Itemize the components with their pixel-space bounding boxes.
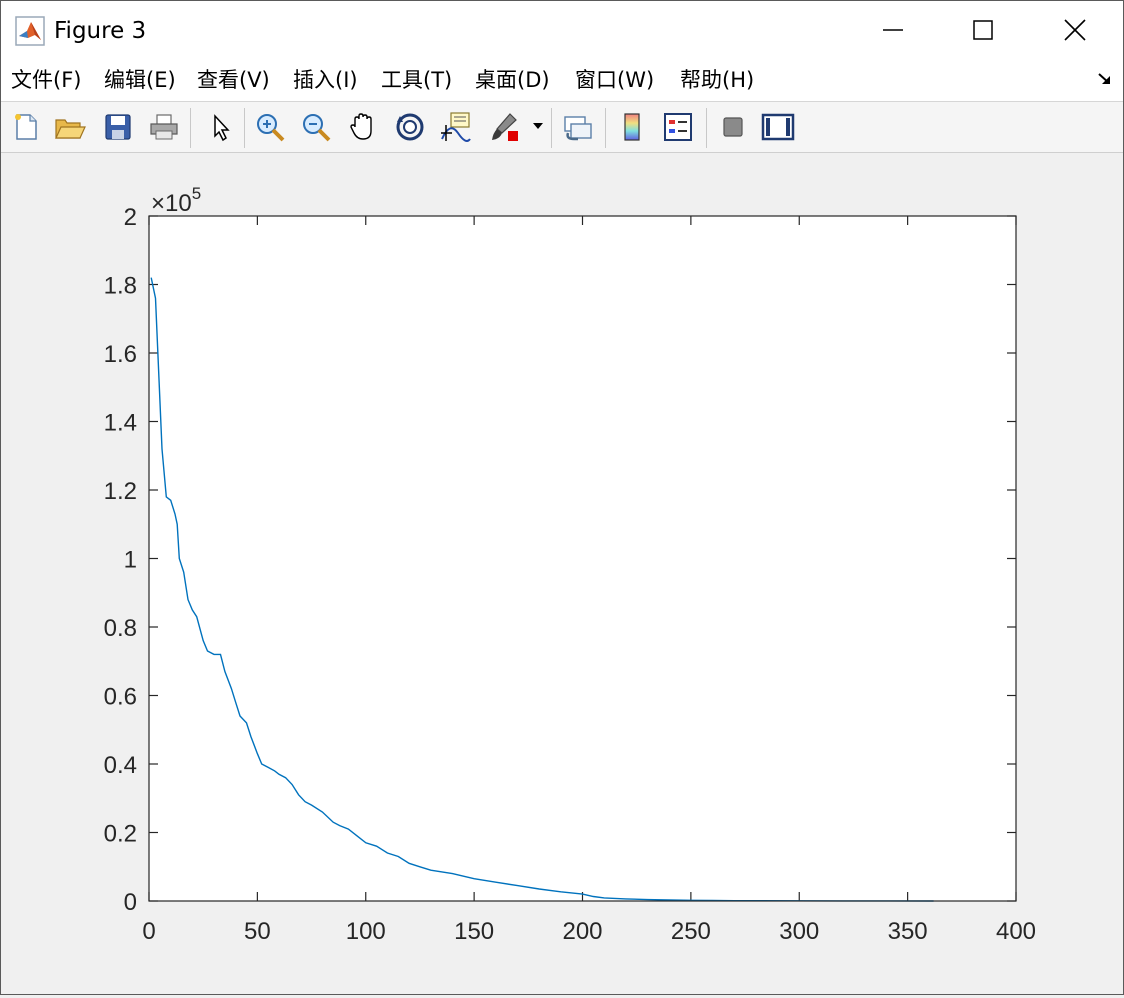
pan-button[interactable] — [346, 110, 380, 144]
dock-arrow-icon[interactable] — [1097, 71, 1113, 87]
y-tick-label: 0 — [124, 889, 137, 916]
minimize-icon — [883, 29, 903, 31]
figure-toolbar — [1, 102, 1123, 153]
axes-box — [148, 215, 1017, 902]
title-bar[interactable]: Figure 3 — [1, 1, 1123, 59]
brush-dropdown-icon — [533, 123, 543, 129]
rotate-3d-button[interactable] — [393, 110, 427, 144]
legend-button[interactable] — [661, 110, 695, 144]
y-exponent-base: ×10 — [151, 190, 192, 217]
save-button[interactable] — [101, 110, 135, 144]
menu-tools[interactable]: 工具(T) — [381, 68, 453, 92]
zoom-in-icon — [257, 114, 285, 142]
series-line[interactable] — [150, 277, 934, 902]
line-chart[interactable]: 0 50 100 150 200 250 300 350 400 0 0.2 0.4 0.6 0.8 1 1.… — [1, 153, 1123, 994]
open-file-button[interactable] — [53, 110, 87, 144]
y-tick-label: 1.4 — [104, 410, 137, 437]
new-figure-icon — [15, 114, 37, 140]
x-tick-label: 200 — [562, 918, 602, 945]
show-plot-tools-icon — [761, 113, 795, 141]
toolbar-separator — [605, 108, 606, 148]
menu-window[interactable]: 窗口(W) — [575, 68, 655, 92]
close-icon — [1064, 19, 1086, 41]
x-tick-label: 250 — [671, 918, 711, 945]
x-tick-label: 50 — [244, 918, 271, 945]
zoom-out-button[interactable] — [299, 110, 333, 144]
y-tick-label: 2 — [124, 204, 137, 231]
hide-plot-tools-button[interactable] — [716, 110, 750, 144]
zoom-in-button[interactable] — [253, 110, 287, 144]
menu-desktop[interactable]: 桌面(D) — [475, 68, 550, 92]
data-cursor-button[interactable] — [439, 110, 473, 144]
open-file-icon — [55, 119, 86, 139]
menu-bar: 文件(F) 编辑(E) 查看(V) 插入(I) 工具(T) 桌面(D) 窗口(W… — [1, 59, 1123, 102]
link-plot-icon — [564, 116, 592, 141]
y-tick-label: 0.8 — [104, 615, 137, 642]
y-tick-label: 0.4 — [104, 752, 137, 779]
rotate-3d-icon — [396, 113, 424, 141]
toolbar-separator — [706, 108, 707, 148]
y-exponent-label: ×105 — [151, 184, 201, 217]
x-tick-label: 300 — [779, 918, 819, 945]
brush-icon — [492, 113, 518, 141]
colorbar-button[interactable] — [615, 110, 649, 144]
select-button[interactable] — [203, 110, 237, 144]
zoom-out-icon — [303, 114, 331, 142]
axes-background[interactable] — [149, 216, 1016, 901]
brush-dropdown[interactable] — [529, 110, 547, 144]
maximize-button[interactable] — [937, 1, 1029, 59]
x-tick-label: 400 — [996, 918, 1036, 945]
menu-file[interactable]: 文件(F) — [11, 68, 82, 92]
legend-icon — [664, 113, 692, 141]
save-icon — [105, 114, 131, 140]
y-tick-label: 1 — [124, 547, 137, 574]
select-arrow-icon — [214, 114, 230, 142]
plot-area: 0 50 100 150 200 250 300 350 400 0 0.2 0.4 0.6 0.8 1 1.… — [1, 153, 1123, 994]
x-tick-label: 350 — [888, 918, 928, 945]
x-tick-label: 0 — [142, 918, 155, 945]
toolbar-separator — [244, 108, 245, 148]
minimize-button[interactable] — [847, 1, 939, 59]
menu-insert[interactable]: 插入(I) — [293, 68, 358, 92]
y-tick-label: 0.6 — [104, 684, 137, 711]
y-tick-label: 1.8 — [104, 273, 137, 300]
y-exponent-power: 5 — [192, 184, 201, 203]
x-tick-label: 100 — [346, 918, 386, 945]
print-icon — [150, 114, 178, 140]
maximize-icon — [973, 20, 993, 40]
menu-view[interactable]: 查看(V) — [197, 68, 270, 92]
colorbar-icon — [624, 113, 640, 141]
link-plot-button[interactable] — [561, 110, 595, 144]
hide-plot-tools-icon — [723, 117, 743, 137]
print-button[interactable] — [147, 110, 181, 144]
matlab-icon — [15, 16, 45, 46]
y-tick-label: 0.2 — [104, 821, 137, 848]
show-plot-tools-button[interactable] — [761, 110, 795, 144]
toolbar-separator — [190, 108, 191, 148]
y-tick-label: 1.2 — [104, 478, 137, 505]
close-button[interactable] — [1029, 1, 1121, 59]
menu-help[interactable]: 帮助(H) — [680, 68, 755, 92]
new-figure-button[interactable] — [9, 110, 43, 144]
toolbar-separator — [551, 108, 552, 148]
menu-edit[interactable]: 编辑(E) — [104, 68, 176, 92]
x-tick-label: 150 — [454, 918, 494, 945]
window-title: Figure 3 — [54, 18, 147, 44]
data-cursor-icon — [441, 112, 471, 142]
pan-hand-icon — [350, 113, 372, 140]
y-tick-label: 1.6 — [104, 341, 137, 368]
brush-button[interactable] — [487, 110, 521, 144]
